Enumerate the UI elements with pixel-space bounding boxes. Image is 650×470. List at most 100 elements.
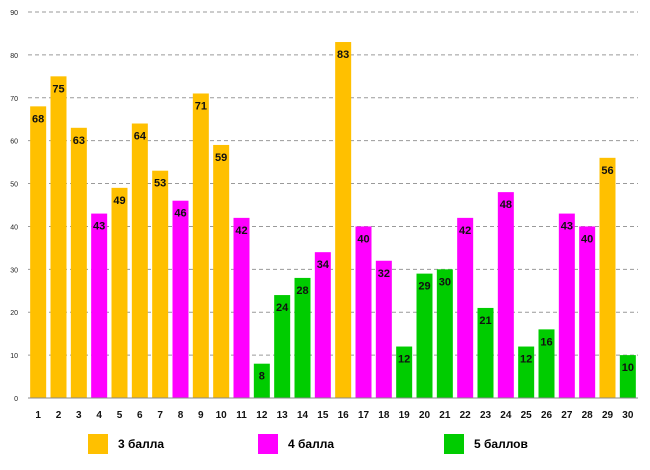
data-label-20: 29 [418,281,430,293]
bar-5 [111,187,128,398]
y-tick-label: 70 [10,96,18,103]
x-tick-label-18: 18 [378,410,390,421]
legend-label-3-points: 3 балла [118,437,165,451]
bar-21 [436,269,453,398]
y-tick-label: 0 [14,396,18,403]
y-tick-label: 40 [10,224,18,231]
data-label-13: 24 [276,302,289,314]
legend-label-5-points: 5 баллов [474,437,528,451]
x-tick-label-10: 10 [216,410,228,421]
x-tick-label-5: 5 [117,410,123,421]
bar-18 [375,260,392,398]
data-label-6: 64 [134,131,147,143]
x-tick-label-12: 12 [256,410,268,421]
x-tick-label-29: 29 [602,410,614,421]
bar-20 [416,273,433,398]
data-label-25: 12 [520,354,532,366]
data-label-22: 42 [459,225,471,237]
y-tick-label: 20 [10,310,18,317]
data-label-14: 28 [296,285,308,297]
data-label-9: 71 [195,100,207,112]
bar-24 [497,192,514,398]
y-tick-label: 10 [10,353,18,360]
data-label-24: 48 [500,199,512,211]
bar-6 [131,123,148,398]
bar-30 [619,355,636,398]
data-label-12: 8 [259,371,265,383]
x-tick-label-30: 30 [622,410,634,421]
y-tick-label: 80 [10,53,18,60]
bar-10 [213,144,230,398]
x-tick-label-2: 2 [56,410,62,421]
x-tick-label-13: 13 [277,410,289,421]
x-tick-label-7: 7 [157,410,163,421]
x-tick-label-27: 27 [561,410,573,421]
x-tick-label-25: 25 [521,410,533,421]
x-tick-label-15: 15 [317,410,329,421]
data-label-27: 43 [561,221,573,233]
data-label-29: 56 [601,165,613,177]
legend: 3 балла 4 балла 5 баллов [0,432,650,458]
bar-26 [538,329,555,398]
bar-1 [30,106,47,398]
legend-item-3-points: 3 балла [88,432,164,456]
data-label-17: 40 [357,233,369,245]
x-tick-label-4: 4 [96,410,102,421]
bar-27 [558,213,575,398]
x-tick-label-24: 24 [500,410,512,421]
data-label-15: 34 [317,259,330,271]
bar-17 [355,226,372,398]
bar-23 [477,307,494,398]
legend-swatch-5-points [444,434,464,454]
bar-2 [50,76,67,398]
x-tick-label-22: 22 [460,410,472,421]
y-axis-ticks: 0 10 20 30 40 50 60 70 80 90 [10,10,18,403]
data-label-8: 46 [174,208,186,220]
bar-12 [253,363,270,398]
legend-swatch-4-points [258,434,278,454]
legend-swatch-3-points [88,434,108,454]
x-tick-label-17: 17 [358,410,370,421]
data-label-30: 10 [622,362,634,374]
y-tick-label: 60 [10,139,18,146]
data-label-3: 63 [73,135,85,147]
y-tick-label: 50 [10,182,18,189]
x-tick-label-11: 11 [236,410,247,421]
x-tick-label-8: 8 [178,410,184,421]
bar-28 [579,226,596,398]
bar-9 [192,93,209,398]
data-labels: 68 75 63 43 49 64 53 46 71 59 42 8 24 28 34 83 40 32 12 29 3… [32,49,634,383]
bar-16 [335,42,352,399]
data-label-19: 12 [398,354,410,366]
bar-25 [518,346,535,398]
data-label-11: 42 [235,225,247,237]
data-label-7: 53 [154,178,166,190]
x-tick-label-23: 23 [480,410,492,421]
bar-3 [70,127,87,399]
legend-item-5-points: 5 баллов [444,432,528,456]
x-tick-label-21: 21 [439,410,451,421]
data-label-10: 59 [215,152,227,164]
data-label-23: 21 [479,315,491,327]
x-tick-label-3: 3 [76,410,82,421]
data-label-26: 16 [540,336,552,348]
bar-8 [172,200,189,398]
gridlines [28,11,638,356]
data-label-1: 68 [32,113,44,125]
data-label-16: 83 [337,49,349,61]
bar-4 [91,213,108,398]
x-axis-ticks: 1 2 3 4 5 6 7 8 9 10 11 12 13 14 15 16 17 18 19 20 21 22 23 24 2… [35,410,633,421]
bar-14 [294,277,311,398]
y-tick-label: 30 [10,267,18,274]
x-tick-label-28: 28 [582,410,594,421]
data-label-28: 40 [581,233,593,245]
bars [30,42,636,399]
data-label-4: 43 [93,221,105,233]
legend-item-4-points: 4 балла [258,432,334,456]
x-tick-label-20: 20 [419,410,431,421]
x-tick-label-26: 26 [541,410,553,421]
bar-15 [314,252,331,398]
x-tick-label-14: 14 [297,410,309,421]
x-tick-label-6: 6 [137,410,143,421]
